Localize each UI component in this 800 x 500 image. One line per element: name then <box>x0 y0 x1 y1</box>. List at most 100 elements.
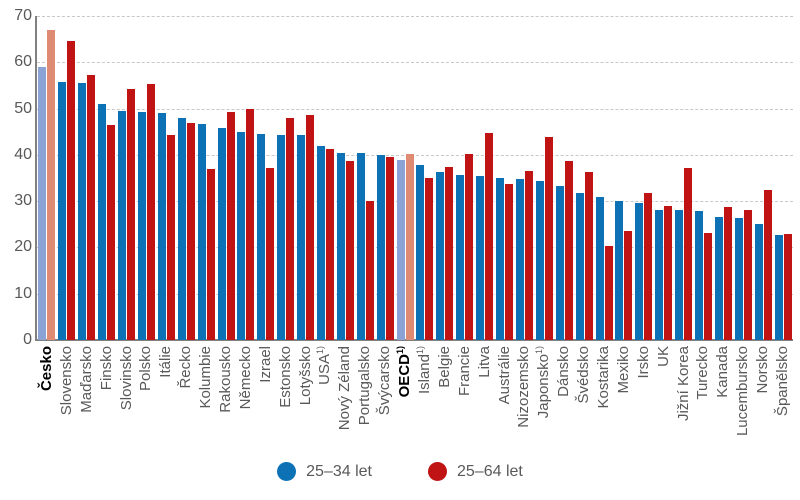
bar-25-64 <box>385 156 394 340</box>
legend-label: 25–34 let <box>306 462 372 480</box>
x-axis-label: Estonsko <box>276 346 294 408</box>
x-axis-label: Irsko <box>634 346 652 379</box>
gridline <box>37 247 793 249</box>
x-axis-label: Slovensko <box>57 346 75 416</box>
bar-25-64 <box>485 132 494 340</box>
x-axis-label: Litva <box>475 346 493 378</box>
legend-marker-icon <box>277 462 297 481</box>
bar-25-34 <box>356 153 365 340</box>
x-axis-label: Česko <box>37 346 55 392</box>
x-axis-label: Kolumbie <box>197 346 215 409</box>
x-axis-label: Kostarika <box>595 346 612 409</box>
bar-25-34 <box>714 217 723 340</box>
x-axis-label: Lotyšsko <box>296 346 314 406</box>
y-tick-label: 10 <box>14 284 32 302</box>
y-tick-label: 60 <box>14 53 32 71</box>
x-axis-label: USA1) <box>315 346 334 385</box>
bar-25-34 <box>58 82 67 340</box>
x-axis-line <box>35 339 793 341</box>
bar-25-64 <box>604 245 613 340</box>
y-tick-label: 50 <box>14 99 32 117</box>
bar-25-34 <box>436 171 445 340</box>
bar-25-64 <box>445 167 454 340</box>
x-axis-label: Nový Zéland <box>336 346 354 431</box>
footnote-marker: 1) <box>315 346 326 355</box>
footnote-marker: 1) <box>395 346 406 355</box>
bar-25-34 <box>456 174 465 340</box>
bar-25-34 <box>476 175 485 340</box>
x-axis-label: Island1) <box>414 346 433 395</box>
x-axis-label: Finsko <box>97 346 115 391</box>
bar-25-34 <box>535 181 544 340</box>
gridline <box>37 201 793 203</box>
bar-25-34 <box>655 209 664 340</box>
bar-25-64 <box>345 160 354 340</box>
bar-25-64 <box>703 233 712 340</box>
x-axis-label: Švédsko <box>575 346 593 404</box>
gridline <box>37 108 793 110</box>
legend-item-25-64: 25–64 let <box>428 462 523 481</box>
x-axis-label: Portugalsko <box>356 346 374 426</box>
x-axis-label: Řecko <box>177 346 195 389</box>
bar-25-34 <box>635 203 644 340</box>
x-axis-label: Austrálie <box>495 346 513 405</box>
bar-25-64 <box>47 29 56 340</box>
bar-25-34 <box>336 152 345 340</box>
bar-25-64 <box>405 154 414 340</box>
x-axis-label: Nizozemsko <box>515 346 533 428</box>
bar-25-34 <box>257 134 266 340</box>
bar-25-34 <box>734 218 743 340</box>
x-axis-label: Maďarsko <box>77 346 95 413</box>
footnote-marker: 1) <box>414 346 425 355</box>
bar-25-34 <box>376 155 385 340</box>
x-axis-label: Norsko <box>754 346 772 394</box>
x-axis-label: Dánsko <box>555 346 573 397</box>
bar-25-64 <box>743 209 752 340</box>
bar-25-64 <box>664 206 673 340</box>
x-axis-label: Španělsko <box>774 346 792 417</box>
bar-25-64 <box>684 168 693 340</box>
bar-25-34 <box>177 118 186 340</box>
bar-25-34 <box>575 193 584 340</box>
bar-25-34 <box>197 124 206 340</box>
bar-25-64 <box>365 200 374 340</box>
bar-25-64 <box>763 190 772 340</box>
bar-25-34 <box>595 196 604 340</box>
y-tick-label: 70 <box>14 7 32 24</box>
gridline <box>37 154 793 156</box>
legend-label: 25–64 let <box>457 462 523 480</box>
bar-25-34 <box>416 165 425 340</box>
bar-25-64 <box>107 125 116 340</box>
bar-25-64 <box>226 111 235 340</box>
x-axis-label: UK <box>654 346 672 367</box>
bar-25-64 <box>624 230 633 340</box>
x-axis-label: Německo <box>236 346 254 410</box>
y-tick-label: 0 <box>23 331 32 348</box>
bar-25-34 <box>694 210 703 340</box>
legend-item-25-34: 25–34 let <box>277 462 372 481</box>
chart-legend: 25–34 let 25–64 let <box>0 462 800 481</box>
y-tick-label: 40 <box>14 145 32 163</box>
x-axis-label: Itálie <box>157 346 175 378</box>
bar-25-34 <box>38 66 47 340</box>
gridline <box>37 62 793 64</box>
bar-25-64 <box>67 40 76 340</box>
x-axis-label: Kanada <box>714 346 732 398</box>
bar-25-34 <box>396 159 405 340</box>
bar-25-64 <box>425 178 434 340</box>
x-axis-label: Izrael <box>256 346 274 383</box>
x-axis-label: OECD1) <box>395 346 414 398</box>
bar-25-64 <box>783 233 792 340</box>
bar-25-34 <box>78 83 87 340</box>
bar-25-64 <box>524 171 533 340</box>
y-tick-label: 30 <box>14 192 32 210</box>
footnote-marker: 1) <box>534 346 545 355</box>
bar-25-34 <box>297 135 306 340</box>
gridline <box>37 16 793 17</box>
bar-25-34 <box>217 128 226 340</box>
x-axis-label: Mexiko <box>614 346 632 394</box>
bar-25-34 <box>496 177 505 340</box>
bar-25-64 <box>127 89 136 340</box>
